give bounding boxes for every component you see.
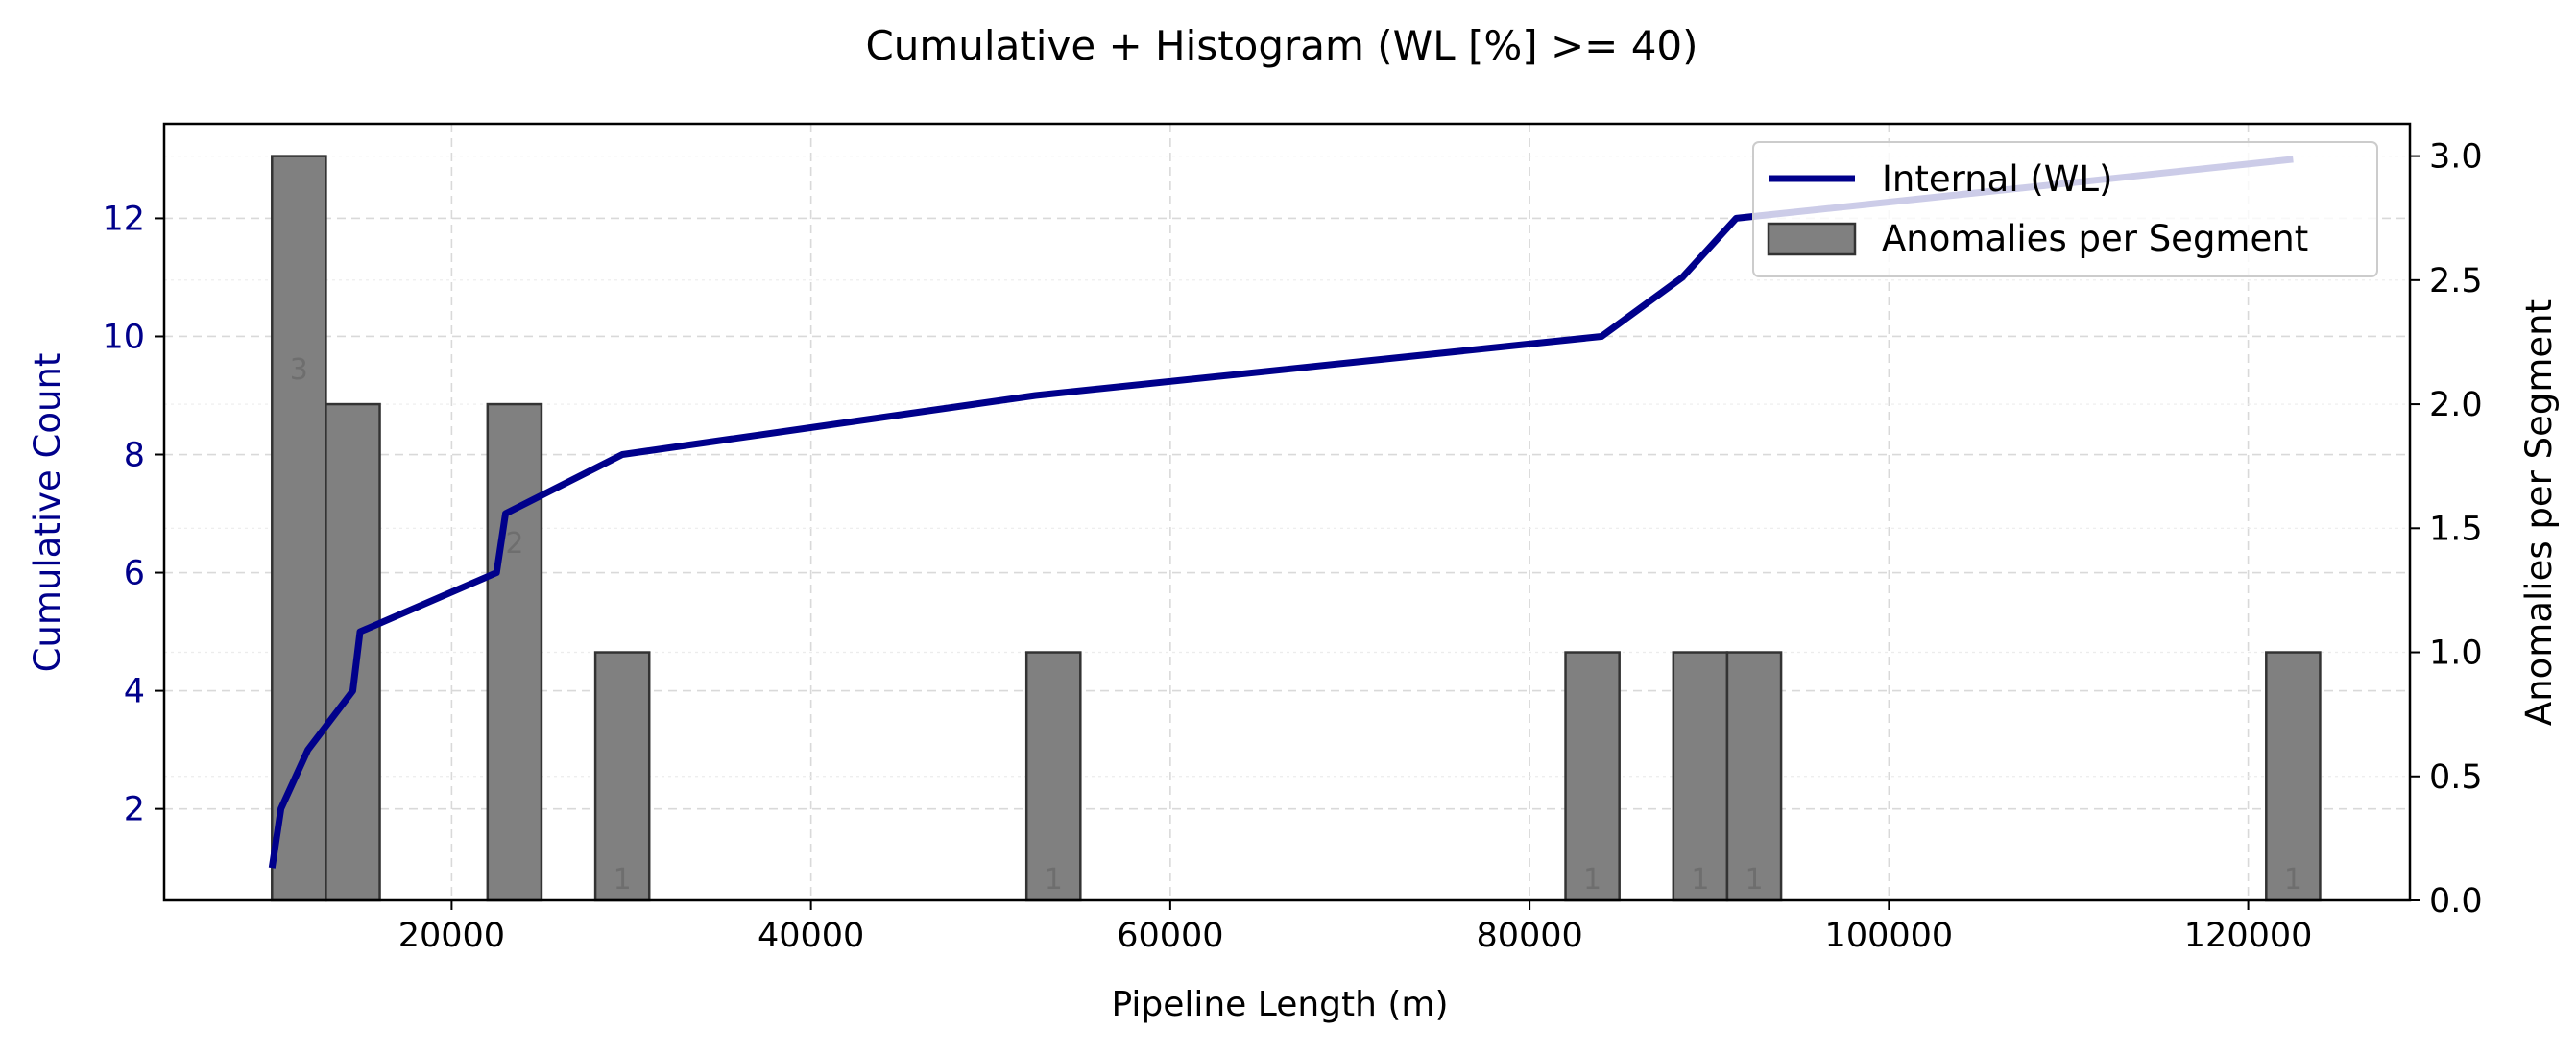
bar-count-label: 1: [614, 863, 632, 897]
histogram-bar: [1024, 651, 1082, 902]
bar-count-label: 1: [1745, 863, 1763, 897]
plot-frame: [162, 122, 2412, 902]
y-left-tick-label: 8: [124, 437, 145, 475]
histogram-bar: [1725, 651, 1783, 902]
bar-count-label: 1: [1583, 863, 1601, 897]
legend: Internal (WL) Anomalies per Segment: [1752, 141, 2378, 277]
bar-count-label: 1: [1045, 863, 1063, 897]
cumulative-line: [268, 156, 2294, 869]
right-axis-ticks: 0.0 0.5 1.0 1.5 2.0 2.5 3.0: [2410, 138, 2483, 921]
histogram-bar: [1564, 651, 1621, 902]
histogram-bar: [593, 651, 651, 902]
x-tick-label: 120000: [2184, 917, 2313, 955]
y-right-tick-label: 1.0: [2429, 635, 2483, 673]
legend-box: [1752, 141, 2378, 277]
y-left-tick-label: 12: [102, 200, 145, 238]
y-right-tick-label: 1.5: [2429, 510, 2483, 548]
legend-label-line: Internal (WL): [1882, 158, 2112, 200]
y-left-tick-label: 6: [124, 555, 145, 593]
y-right-tick-label: 2.0: [2429, 386, 2483, 424]
x-tick-label: 40000: [758, 917, 864, 955]
x-tick-label: 100000: [1825, 917, 1954, 955]
bar-count-label: 1: [2284, 863, 2302, 897]
histogram-bar: [271, 155, 327, 902]
bars-layer: [271, 155, 2322, 902]
left-axis-label: Cumulative Count: [27, 353, 68, 673]
bar-labels-layer: 3 2 1 1 1 1 1 1: [290, 353, 2302, 897]
y-right-tick-label: 0.0: [2429, 882, 2483, 921]
y-left-tick-label: 4: [124, 673, 145, 711]
y-left-tick-label: 2: [124, 791, 145, 829]
chart-title: Cumulative + Histogram (WL [%] >= 40): [865, 22, 1697, 69]
bar-count-label: 3: [290, 353, 308, 387]
y-right-tick-label: 0.5: [2429, 758, 2483, 797]
x-tick-label: 60000: [1117, 917, 1223, 955]
y-right-tick-label: 2.5: [2429, 262, 2483, 300]
histogram-bar: [486, 402, 543, 902]
histogram-bar: [2265, 651, 2322, 902]
x-tick-label: 20000: [398, 917, 505, 955]
left-axis-ticks: 2 4 6 8 10 12: [102, 200, 164, 829]
y-right-tick-label: 3.0: [2429, 138, 2483, 177]
x-axis-label: Pipeline Length (m): [1111, 985, 1448, 1024]
legend-label-bars: Anomalies per Segment: [1882, 218, 2308, 259]
bar-count-label: 1: [1691, 863, 1709, 897]
right-axis-label: Anomalies per Segment: [2518, 299, 2560, 726]
histogram-bar: [325, 402, 381, 902]
legend-bar-swatch: [1767, 222, 1857, 256]
x-tick-label: 80000: [1476, 917, 1582, 955]
line-layer: [268, 156, 2294, 869]
x-axis-ticks: 20000 40000 60000 80000 100000 120000: [398, 900, 2313, 955]
y-left-tick-label: 10: [102, 318, 145, 356]
bar-count-label: 2: [505, 527, 523, 561]
